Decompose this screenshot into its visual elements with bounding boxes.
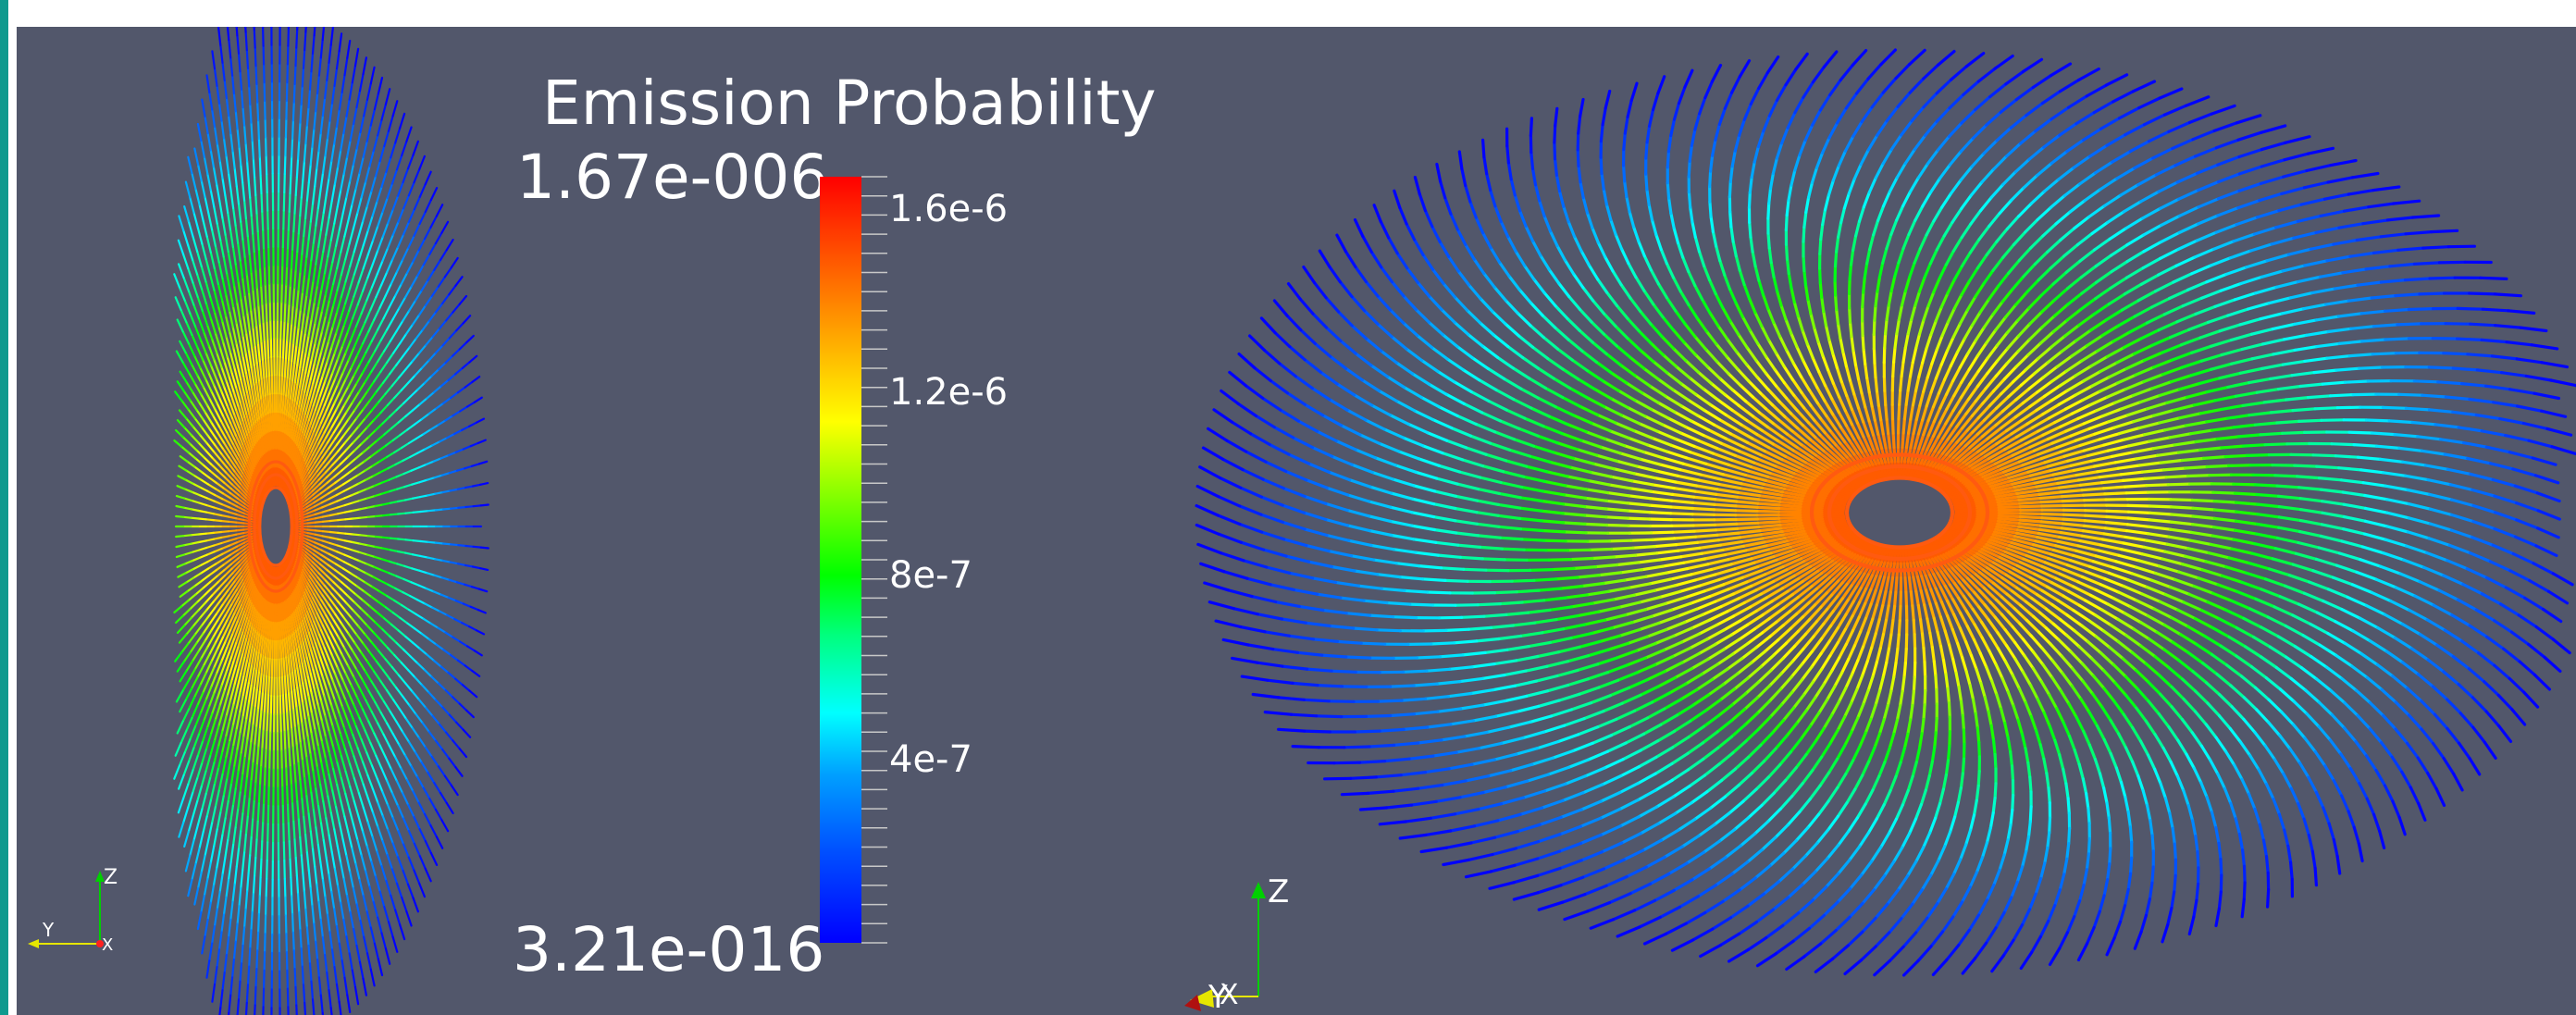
color-scale-bar [820, 177, 861, 943]
legend-min-label: 3.21e-016 [513, 914, 825, 985]
right-axis-y-label: Y [1208, 979, 1228, 1015]
legend-tick-label: 1.6e-6 [889, 187, 1009, 230]
legend-tick-label: 1.2e-6 [889, 371, 1009, 415]
legend-max-label: 1.67e-006 [516, 142, 829, 213]
legend-tick-label: 4e-7 [889, 737, 972, 781]
render-canvas[interactable]: Z Y X Z Y X [17, 27, 2576, 1015]
right-render-view[interactable] [1195, 48, 2576, 977]
window-accent-bar [0, 0, 8, 1015]
legend-tick-label: 8e-7 [889, 554, 972, 598]
left-axis-x-label: X [102, 935, 113, 955]
left-orientation-axes: Z Y X [28, 866, 118, 955]
right-axis-x-label: X [1220, 979, 1239, 1011]
right-orientation-axes: Z Y X [1184, 873, 1289, 1015]
left-axis-y-label: Y [42, 919, 55, 941]
left-render-view[interactable] [173, 27, 489, 1015]
left-axis-z-label: Z [104, 866, 118, 889]
right-axis-z-label: Z [1268, 873, 1289, 910]
top-strip [8, 0, 2576, 27]
render-viewport[interactable]: Z Y X Z Y X Emission Probability 1.67e-0… [17, 27, 2576, 1015]
legend-title: Emission Probability [542, 68, 1157, 139]
